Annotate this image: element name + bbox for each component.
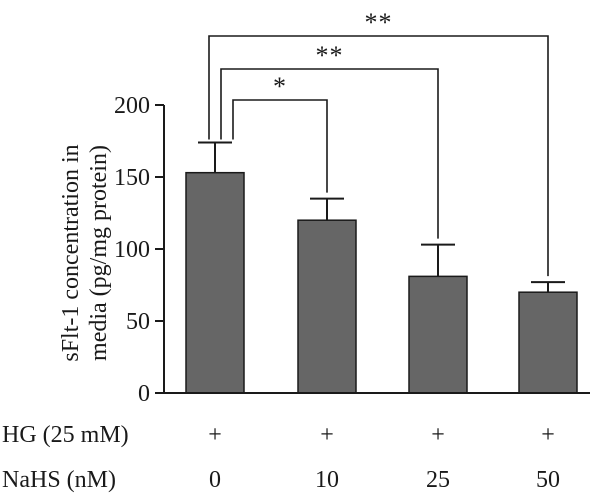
significance-bracket (232, 99, 328, 193)
condition-cell: 0 (209, 467, 221, 493)
condition-cell: 10 (315, 467, 339, 493)
significance-marker: ** (365, 8, 393, 37)
condition-cell: + (431, 422, 445, 448)
y-axis: 0 50 100 150 200 (114, 93, 590, 407)
bars (185, 171, 578, 394)
bar (518, 291, 578, 394)
y-axis-title: sFlt-1 concentration in media (pg/mg prot… (58, 144, 112, 361)
y-tick-label: 100 (114, 237, 150, 263)
condition-cell: + (541, 422, 555, 448)
y-axis-title-line: media (pg/mg protein) (86, 145, 112, 361)
y-axis-title-line: sFlt-1 concentration in (58, 144, 84, 361)
y-tick-label: 0 (138, 381, 150, 407)
condition-table: HG (25 mM) + + + + NaHS (nM) 0 10 25 50 (2, 422, 560, 493)
error-bars (198, 141, 565, 293)
bar (408, 275, 468, 394)
y-tick-label: 200 (114, 93, 150, 119)
y-tick-label: 150 (114, 165, 150, 191)
bar (185, 171, 245, 394)
y-tick-label: 50 (126, 309, 150, 335)
condition-cell: 25 (426, 467, 450, 493)
significance-bracket (208, 35, 549, 277)
bar (297, 219, 357, 394)
condition-row-label: HG (25 mM) (2, 422, 129, 448)
significance-marker: ** (316, 41, 344, 70)
condition-cell: 50 (536, 467, 560, 493)
significance-bracket (220, 68, 439, 239)
condition-row-label: NaHS (nM) (2, 467, 116, 493)
condition-cell: + (208, 422, 222, 448)
significance-marker: * (273, 72, 287, 101)
significance-brackets: ***** (208, 8, 549, 277)
condition-cell: + (320, 422, 334, 448)
